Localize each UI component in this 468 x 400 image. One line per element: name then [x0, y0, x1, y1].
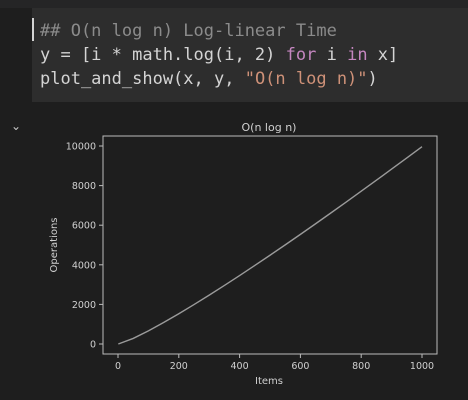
code-token: plot_and_show(x, y,: [40, 69, 245, 89]
code-string: "O(n log n)": [244, 69, 368, 89]
chart-title: O(n log n): [242, 121, 297, 134]
y-tick-label: 8000: [72, 181, 96, 192]
y-tick-label: 6000: [72, 221, 96, 232]
x-tick-label: 200: [170, 361, 188, 372]
toolbar-strip: [0, 0, 468, 8]
y-tick-label: 4000: [72, 260, 96, 271]
x-axis-label: Items: [255, 376, 283, 387]
chart: O(n log n) 0 200 400 600 800 1000 0 2000 4000 60…: [49, 121, 438, 387]
y-tick-label: 0: [90, 340, 96, 351]
code-line-list-comprehension: y = [i * math.log(i, 2) for i in x]: [40, 42, 398, 68]
code-token: y = [i * math.log(i, 2): [40, 45, 286, 65]
x-tick-label: 0: [115, 361, 121, 372]
plot-frame: [102, 135, 438, 355]
x-tick-label: 400: [231, 361, 249, 372]
code-token: x]: [367, 45, 399, 65]
text-cursor: [32, 18, 34, 41]
chevron-down-icon[interactable]: ⌄: [10, 119, 22, 133]
y-axis-label: Operations: [49, 218, 60, 273]
code-cell[interactable]: ## O(n log n) Log-linear Time y = [i * m…: [32, 8, 468, 102]
code-line-comment: ## O(n log n) Log-linear Time: [40, 18, 337, 44]
code-keyword-in: in: [347, 45, 368, 65]
y-tick-label: 2000: [72, 300, 96, 311]
series-line: [118, 146, 423, 345]
code-token: i: [316, 45, 348, 65]
code-comment: ## O(n log n) Log-linear Time: [40, 21, 337, 41]
x-tick-label: 600: [291, 361, 309, 372]
x-tick-label: 1000: [410, 361, 434, 372]
code-token: ): [367, 69, 378, 89]
y-axis: 0 2000 4000 6000 8000 10000: [66, 142, 103, 351]
code-keyword-for: for: [285, 45, 317, 65]
y-tick-label: 10000: [66, 142, 96, 153]
code-line-plot-call: plot_and_show(x, y, "O(n log n)"): [40, 66, 378, 92]
cell-output: ⌄ O(n log n) 0 200 400 600 800 1000 0 2000 4000…: [0, 102, 468, 400]
x-axis: 0 200 400 600 800 1000: [115, 354, 434, 372]
x-tick-label: 800: [352, 361, 370, 372]
